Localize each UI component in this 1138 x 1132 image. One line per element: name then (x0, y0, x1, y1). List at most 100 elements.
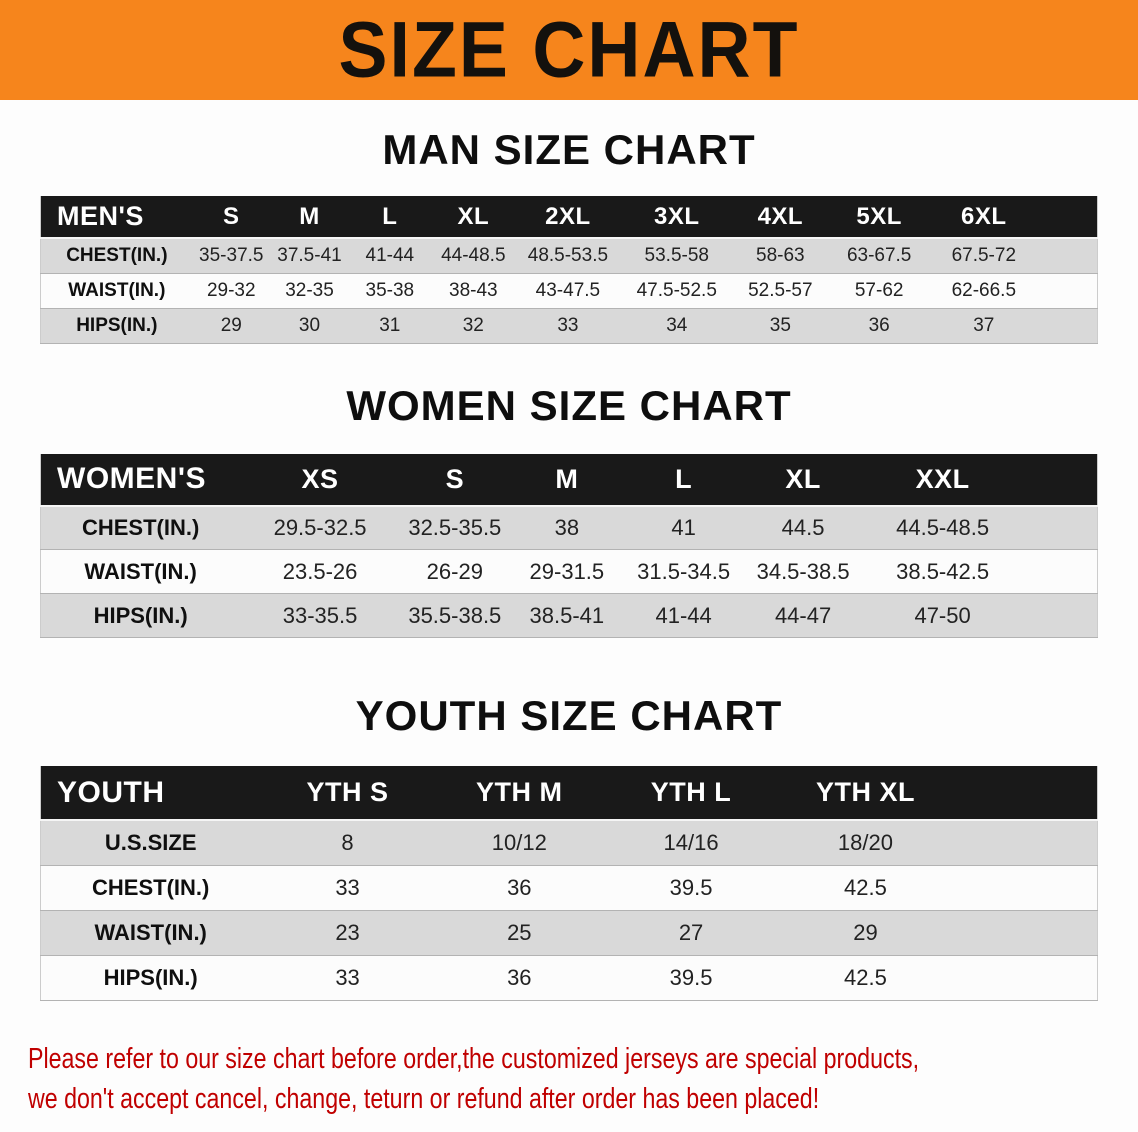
measurement-row: HIPS(IN.) 33 36 39.5 42.5 (40, 955, 1098, 1000)
youth-section-heading: YOUTH SIZE CHART (355, 692, 783, 739)
measurement-value: 35-38 (365, 279, 415, 301)
measurement-value: 35 (769, 314, 791, 336)
measurement-value: 53.5-58 (644, 244, 709, 266)
filler-cell (1022, 506, 1097, 550)
page-title: SIZE CHART (338, 5, 800, 94)
measurement-row: WAIST(IN.) 23 25 27 29 (40, 910, 1098, 955)
measurement-value: 37 (973, 314, 995, 336)
measurement-row: HIPS(IN.) 29 30 31 32 33 34 35 36 37 (40, 308, 1098, 343)
measurement-value: 35.5-38.5 (408, 602, 502, 628)
size-column-header: M (269, 196, 350, 238)
table-header-row: MEN'S S M L XL 2XL 3XL 4XL 5XL 6XL (40, 196, 1098, 238)
table-header-row: YOUTH YTH S YTH M YTH L YTH XL (40, 766, 1098, 820)
measurement-row: CHEST(IN.) 35-37.5 37.5-41 41-44 44-48.5 48.5… (40, 238, 1098, 273)
measurement-value: 32 (462, 314, 484, 336)
measurement-value: 38.5-41 (529, 602, 605, 628)
measurement-value: 41-44 (655, 602, 712, 628)
measurement-value: 36 (507, 874, 532, 900)
filler-cell (1036, 238, 1097, 273)
measurement-value: 36 (507, 964, 532, 990)
measurement-value: 44.5-48.5 (896, 514, 990, 540)
measurement-row: WAIST(IN.) 29-32 32-35 35-38 38-43 43-47.5 47.… (40, 273, 1098, 308)
size-column-header: 4XL (733, 196, 827, 238)
measurement-value: 33 (557, 314, 579, 336)
measurement-value: 29 (853, 919, 878, 945)
measurement-value: 31 (379, 314, 401, 336)
size-column-header: YTH L (603, 766, 779, 820)
measurement-value: 34 (666, 314, 688, 336)
measurement-value: 44-48.5 (441, 244, 506, 266)
measurement-value: 67.5-72 (951, 244, 1017, 266)
measurement-value: 33 (335, 874, 360, 900)
measurement-value: 34.5-38.5 (756, 558, 850, 584)
filler-cell (953, 865, 1098, 910)
measurement-value: 33-35.5 (282, 602, 358, 628)
measurement-value: 44.5 (781, 514, 825, 540)
measurement-value: 29-31.5 (529, 558, 605, 584)
size-column-header: 5XL (826, 196, 932, 238)
measurement-label: WAIST(IN.) (84, 558, 197, 584)
youth-size-table: YOUTH YTH S YTH M YTH L YTH XL U.S.SIZE 8 10/12… (40, 766, 1098, 1001)
measurement-value: 38.5-42.5 (896, 558, 990, 584)
measurement-label: CHEST(IN.) (66, 244, 168, 266)
womens-size-table: WOMEN'S XS S M L XL XXL CHEST(IN.) 29.5-32.5 32.5… (40, 453, 1098, 638)
size-column-header: S (399, 453, 510, 506)
size-column-header: 6XL (931, 196, 1037, 238)
filler-cell (1022, 594, 1097, 638)
table-title-cell: MEN'S (40, 196, 193, 238)
measurement-value: 8 (341, 829, 354, 855)
measurement-label: WAIST(IN.) (94, 919, 207, 945)
womens-size-section: WOMEN SIZE CHART WOMEN'S XS S M L XL XXL CHEST(… (0, 383, 1138, 638)
measurement-value: 39.5 (669, 874, 713, 900)
size-column-header: L (623, 453, 744, 506)
measurement-value: 38 (554, 514, 580, 540)
filler-cell (953, 910, 1098, 955)
note-line-1: Please refer to our size chart before or… (28, 1042, 920, 1075)
measurement-value: 29.5-32.5 (273, 514, 367, 540)
size-column-header: XL (430, 196, 517, 238)
mens-size-section: MAN SIZE CHART MEN'S S M L XL 2XL 3XL 4XL 5XL 6XL… (0, 128, 1138, 344)
filler-cell (1022, 550, 1097, 594)
measurement-value: 14/16 (663, 829, 719, 855)
size-column-header: XL (743, 453, 863, 506)
filler-cell (1036, 196, 1098, 238)
size-column-header: S (192, 196, 270, 238)
measurement-value: 47-50 (914, 602, 971, 628)
filler-cell (953, 955, 1098, 1000)
filler-cell (1036, 273, 1097, 308)
measurement-value: 10/12 (491, 829, 547, 855)
title-banner: SIZE CHART (0, 0, 1138, 100)
measurement-value: 42.5 (844, 874, 887, 900)
size-column-header: YTH M (434, 766, 604, 820)
filler-cell (953, 820, 1098, 865)
measurement-value: 62-66.5 (951, 279, 1017, 301)
measurement-value: 18/20 (837, 829, 893, 855)
filler-cell (1036, 308, 1097, 343)
measurement-value: 32.5-35.5 (408, 514, 502, 540)
measurement-value: 57-62 (854, 279, 904, 301)
measurement-value: 36 (868, 314, 890, 336)
measurement-value: 38-43 (449, 279, 498, 301)
youth-size-section: YOUTH SIZE CHART YOUTH YTH S YTH M YTH L YTH… (0, 694, 1138, 1001)
measurement-value: 35-37.5 (199, 244, 264, 266)
table-title-cell: WOMEN'S (40, 453, 241, 506)
measurement-value: 29 (220, 314, 242, 336)
measurement-label: WAIST(IN.) (68, 279, 166, 301)
measurement-value: 26-29 (426, 558, 483, 584)
table-header-row: WOMEN'S XS S M L XL XXL (40, 453, 1098, 506)
measurement-value: 32-35 (285, 279, 334, 301)
measurement-row: HIPS(IN.) 33-35.5 35.5-38.5 38.5-41 41-44 44-… (40, 593, 1098, 638)
size-column-header: L (349, 196, 431, 238)
measurement-label: HIPS(IN.) (93, 602, 188, 628)
measurement-value: 63-67.5 (846, 244, 912, 266)
size-column-header: 2XL (516, 196, 620, 238)
measurement-value: 27 (678, 919, 704, 945)
measurement-value: 41-44 (365, 244, 415, 266)
measurement-value: 29-32 (206, 279, 256, 301)
measurement-value: 33 (335, 964, 360, 990)
measurement-label: CHEST(IN.) (92, 874, 210, 900)
measurement-value: 47.5-52.5 (636, 279, 717, 301)
measurement-value: 23 (335, 919, 360, 945)
measurement-value: 37.5-41 (277, 244, 342, 266)
